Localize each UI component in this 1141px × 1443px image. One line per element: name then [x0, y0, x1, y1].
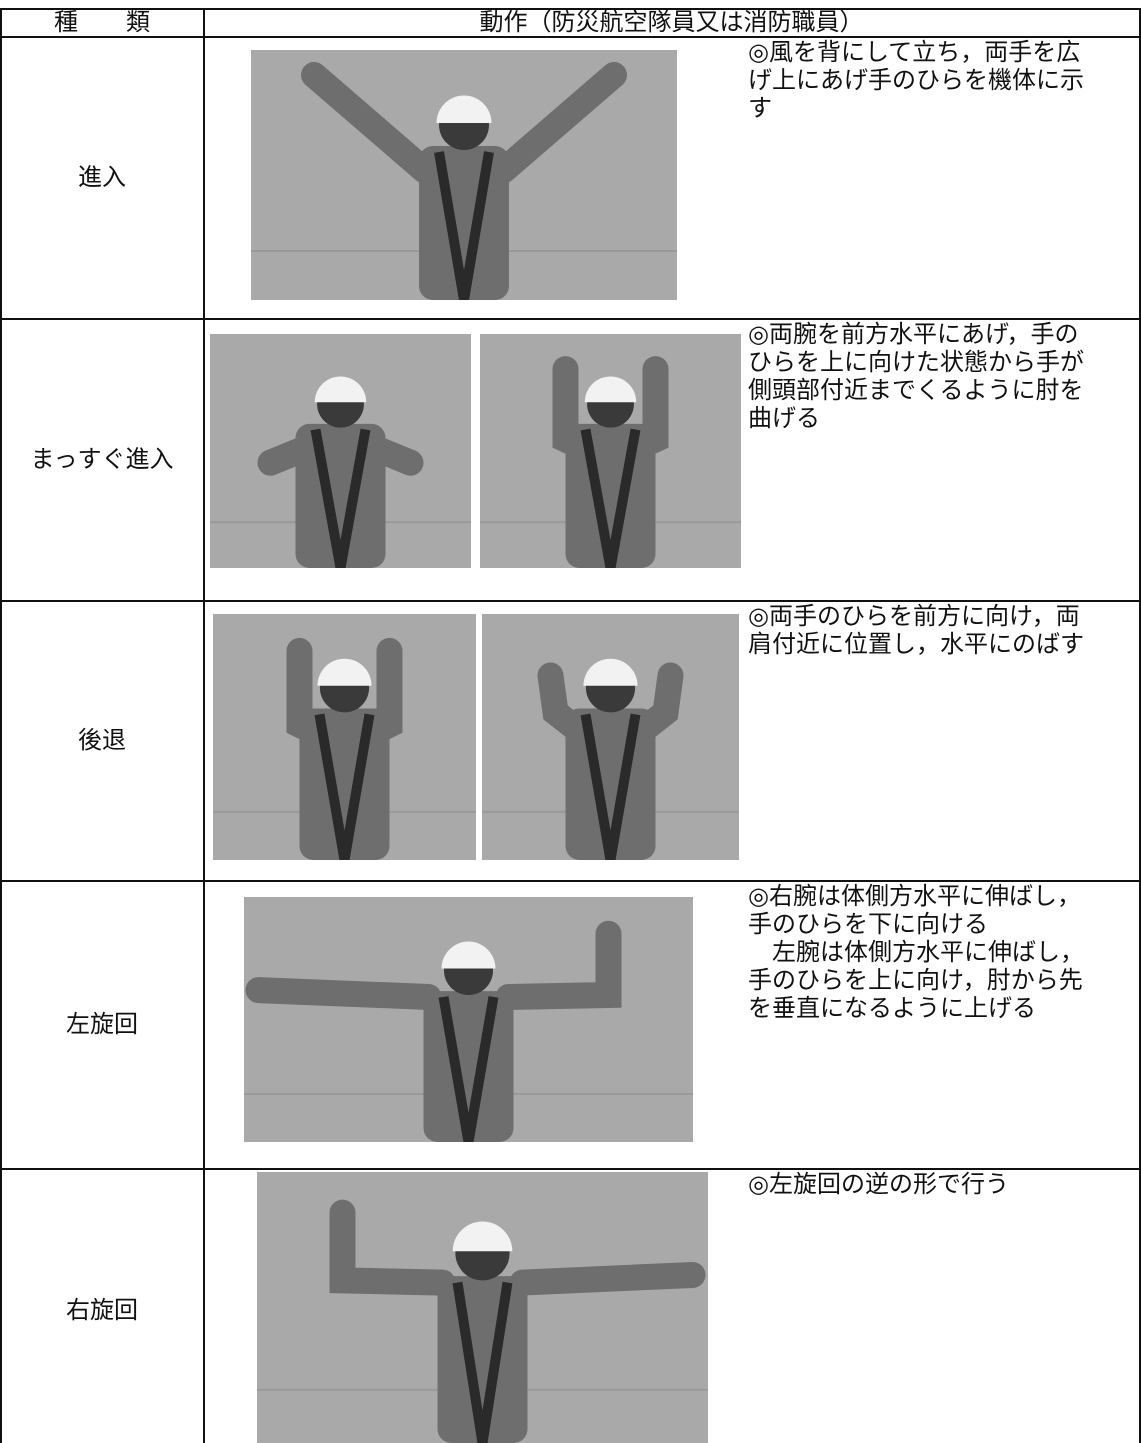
description-line: 左腕は体側方水平に伸ばし，: [748, 938, 1084, 966]
type-cell: 左旋回: [66, 1010, 138, 1038]
description-line: ◎右腕は体側方水平に伸ばし，: [748, 882, 1081, 910]
row-border: [0, 880, 1141, 882]
photo: [244, 897, 693, 1142]
row-border: [0, 318, 1141, 320]
col-border: [1139, 8, 1141, 1443]
header-cell: 種 類: [54, 8, 150, 36]
row-border: [0, 1168, 1141, 1170]
description-line: 手のひらを下に向ける: [748, 910, 988, 938]
description-line: 肩付近に位置し，水平にのばす: [748, 630, 1084, 658]
description-line: ◎両手のひらを前方に向け，両: [748, 602, 1080, 630]
description-line: す: [748, 94, 772, 122]
description-line: 曲げる: [748, 404, 820, 432]
description-line: を垂直になるように上げる: [748, 994, 1036, 1022]
header-cell: 動作（防災航空隊員又は消防職員）: [479, 8, 864, 36]
description-line: ◎左旋回の逆の形で行う: [748, 1170, 1009, 1198]
description-line: ひらを上に向けた状態から手が: [748, 348, 1084, 376]
row-border: [0, 36, 1141, 38]
photo: [213, 614, 476, 860]
description-line: ◎両腕を前方水平にあげ，手の: [748, 320, 1079, 348]
type-cell: まっすぐ進入: [30, 445, 174, 473]
description-line: 手のひらを上に向け，肘から先: [748, 966, 1083, 994]
description-line: げ上にあげ手のひらを機体に示: [748, 66, 1084, 94]
photo: [210, 334, 471, 568]
description-line: 側頭部付近までくるように肘を: [748, 376, 1084, 404]
type-cell: 右旋回: [66, 1296, 138, 1324]
description-line: ◎風を背にして立ち，両手を広: [748, 38, 1081, 66]
col-border: [203, 8, 205, 1443]
photo: [480, 334, 741, 568]
col-border: [0, 8, 2, 1443]
type-cell: 後退: [78, 726, 126, 754]
row-border: [0, 600, 1141, 602]
photo: [251, 50, 677, 300]
type-cell: 進入: [78, 163, 126, 191]
row-border: [0, 8, 1141, 10]
photo: [482, 614, 739, 860]
photo: [257, 1172, 708, 1443]
